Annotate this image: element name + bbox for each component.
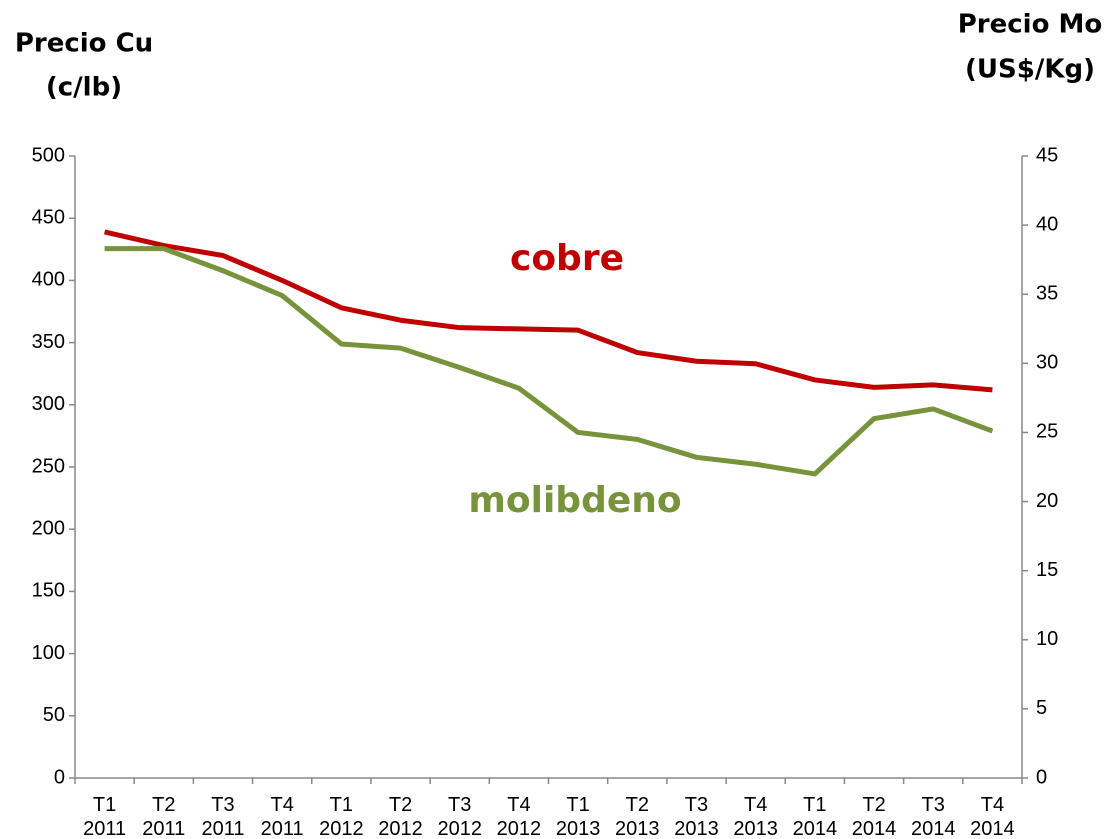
line (104, 229, 993, 393)
x-tick-label: T2 2013 (615, 794, 660, 839)
y2-tick-label: 30 (1036, 352, 1058, 374)
y-tick-label: 300 (32, 393, 65, 415)
x-tick-label: T3 2014 (911, 794, 956, 839)
x-tick-label: T1 2014 (793, 794, 838, 839)
x-tick-label: T1 2012 (319, 794, 364, 839)
y-tick-label: 400 (32, 269, 65, 291)
x-tick-label: T2 2014 (852, 794, 897, 839)
y2-tick-label: 10 (1036, 628, 1058, 650)
series-label: cobre (510, 238, 624, 279)
y-tick-label: 350 (32, 331, 65, 353)
x-tick-label: T4 2011 (261, 794, 304, 839)
y2-tick-label: 25 (1036, 421, 1058, 443)
y2-tick-label: 5 (1036, 697, 1047, 719)
y2-tick-label: 45 (1036, 144, 1058, 166)
y-tick-label: 200 (32, 517, 65, 539)
x-tick-label: T3 2012 (437, 794, 482, 839)
y-tick-label: 100 (32, 642, 65, 664)
y-axis-title: Precio Cu (15, 29, 153, 59)
x-tick-label: T2 2012 (378, 794, 423, 839)
y2-tick-label: 40 (1036, 213, 1058, 235)
line (104, 246, 994, 477)
x-tick-label: T4 2012 (497, 794, 542, 839)
x-tick-label: T3 2013 (674, 794, 719, 839)
x-tick-label: T2 2011 (142, 794, 185, 839)
y-axis-title: (c/lb) (46, 73, 122, 103)
y-tick-label: 50 (43, 704, 65, 726)
y-tick-label: 0 (54, 766, 65, 788)
y2-tick-label: 15 (1036, 559, 1058, 581)
y-tick-label: 450 (32, 206, 65, 228)
y2-tick-label: 35 (1036, 283, 1058, 305)
y2-tick-label: 0 (1036, 766, 1047, 788)
y2-axis-title: Precio Mo (958, 10, 1103, 40)
y-tick-label: 250 (32, 455, 65, 477)
x-tick-label: T3 2011 (201, 794, 244, 839)
y-tick-label: 500 (32, 144, 65, 166)
y2-axis-title: (US$/Kg) (965, 55, 1095, 85)
x-tick-label: T1 2011 (83, 794, 126, 839)
x-tick-label: T4 2013 (733, 794, 778, 839)
series-label: molibdeno (468, 480, 681, 521)
y2-tick-label: 20 (1036, 490, 1058, 512)
y-tick-label: 150 (32, 580, 65, 602)
x-tick-label: T4 2014 (970, 794, 1015, 839)
x-tick-label: T1 2013 (556, 794, 601, 839)
